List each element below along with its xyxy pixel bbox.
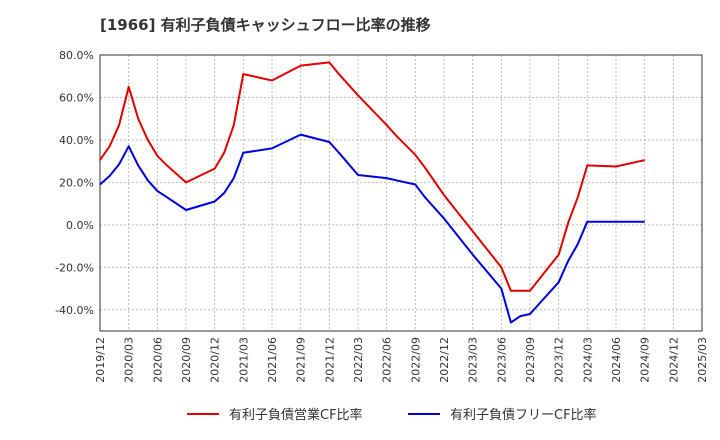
series-line-2 [99,133,645,324]
x-tick-label: 2023/09 [524,337,537,383]
x-tick-label: 2023/12 [553,337,566,383]
plot-frame [99,54,703,332]
x-tick-label: 2024/03 [581,337,594,383]
x-tick-label: 2022/06 [381,337,394,383]
y-tick-label: 80.0% [59,49,94,62]
legend: 有利子負債営業CF比率 有利子負債フリーCF比率 [187,407,597,423]
x-tick-label: 2020/09 [180,337,193,383]
y-tick-label: 0.0% [66,219,94,232]
y-tick-label: -40.0% [55,304,94,317]
x-tick-label: 2020/06 [151,337,164,383]
series-lines [99,61,645,324]
y-tick-label: 60.0% [59,91,94,104]
y-tick-label: 40.0% [59,134,94,147]
x-tick-label: 2021/06 [266,337,279,383]
legend-label-2: 有利子負債フリーCF比率 [450,407,597,423]
x-tick-label: 2025/03 [696,337,709,383]
x-tick-label: 2021/12 [323,337,336,383]
x-tick-label: 2021/09 [295,337,308,383]
x-tick-label: 2023/03 [467,337,480,383]
legend-label-1: 有利子負債営業CF比率 [229,407,363,423]
chart-title: [1966] 有利子負債キャッシュフロー比率の推移 [100,16,431,34]
y-tick-label: -20.0% [55,261,94,274]
x-tick-label: 2019/12 [94,337,107,383]
axes [99,54,703,332]
x-tick-label: 2024/06 [610,337,623,383]
x-tick-label: 2024/09 [639,337,652,383]
x-tick-label: 2021/03 [237,337,250,383]
gridlines [99,54,703,331]
x-tick-label: 2022/12 [438,337,451,383]
series-line-1 [99,61,645,292]
x-tick-label: 2020/12 [209,337,222,383]
y-tick-labels: 80.0% 60.0% 40.0% 20.0% 0.0% -20.0% -40.0% [55,49,94,317]
x-tick-label: 2024/12 [667,337,680,383]
x-tick-labels: 2019/12 2020/03 2020/06 2020/09 2020/12 2021/… [94,337,709,383]
x-tick-label: 2022/09 [409,337,422,383]
x-tick-label: 2023/06 [495,337,508,383]
x-tick-label: 2020/03 [123,337,136,383]
x-tick-label: 2022/03 [352,337,365,383]
y-tick-label: 20.0% [59,176,94,189]
